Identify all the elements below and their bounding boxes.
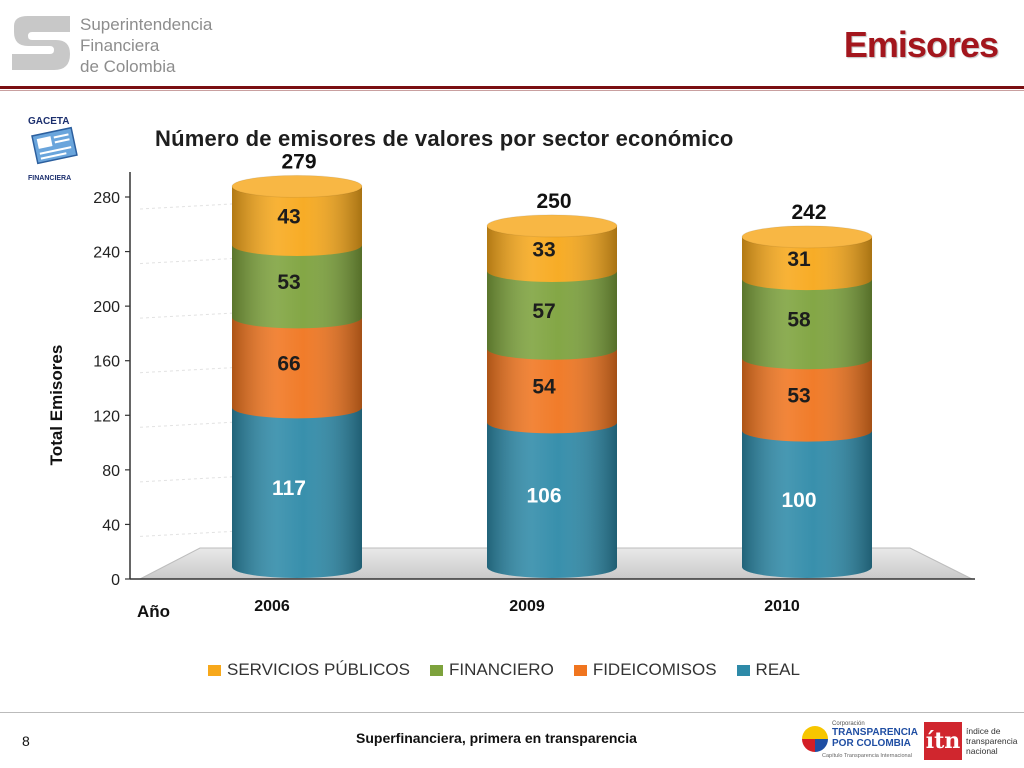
segment-value-label: 31: [787, 248, 811, 271]
legend-label: FINANCIERO: [448, 660, 554, 679]
segment-value-label: 100: [781, 489, 816, 512]
badge-line-2: FINANCIERA: [28, 175, 72, 182]
bar-segment-shading: [487, 348, 617, 434]
legend-label: FIDEICOMISOS: [592, 660, 717, 679]
bar-top-cap-highlight: [487, 214, 617, 237]
itn-text: índice de transparencia nacional: [966, 726, 1018, 756]
tpc-small-label: Corporación: [832, 721, 865, 727]
segment-value-label: 53: [787, 384, 810, 407]
badge-line-1: GACETA: [28, 116, 70, 127]
bar-top-cap: [741, 225, 873, 249]
legend-item: SERVICIOS PÚBLICOS: [208, 660, 410, 680]
segment-value-label: 117: [272, 477, 306, 500]
y-tick-label: 40: [102, 517, 120, 534]
total-value-label: 242: [791, 201, 826, 224]
total-value-label: 279: [281, 150, 316, 173]
superfinanciera-logo: [8, 12, 74, 74]
stacked-cylinder-chart: 0 40 80 120 160 200 240 280 Total Emisores Año 11…: [47, 150, 975, 621]
organization-name: Superintendencia Financiera de Colombia: [80, 14, 212, 77]
legend-item: FIDEICOMISOS: [573, 660, 717, 680]
bar-segment-shading: [487, 225, 617, 282]
itn-line-1: índice de: [966, 726, 1001, 736]
bar-segment-shading: [742, 430, 872, 578]
tpc-emblem-icon: [802, 726, 828, 752]
itn-logo: ítn índice de transparencia nacional: [924, 720, 1020, 762]
segment-value-label: 58: [787, 309, 811, 332]
bar-segment-shading: [232, 317, 362, 419]
segment-value-label: 57: [532, 300, 555, 323]
newspaper-icon: [31, 126, 78, 165]
total-value-label: 250: [536, 190, 571, 213]
itn-line-3: nacional: [966, 746, 998, 756]
legend-swatch: [573, 664, 587, 676]
segment-value-label: 53: [277, 271, 300, 294]
page-number: 8: [22, 733, 30, 749]
y-tick-label: 80: [102, 463, 120, 480]
bar-segment-shading: [487, 270, 617, 360]
org-line-1: Superintendencia: [80, 15, 213, 34]
slide-title: Emisores: [843, 24, 999, 65]
transparencia-por-colombia-logo: Corporación TRANSPARENCIA POR COLOMBIA C…: [800, 720, 918, 762]
bar-segment-shading: [232, 407, 362, 578]
category-label: 2010: [764, 598, 800, 615]
bar-segment-shading: [232, 186, 362, 257]
legend-swatch: [429, 664, 443, 676]
bar-top-cap-highlight: [232, 175, 362, 198]
y-tick-label: 0: [111, 572, 120, 589]
s-logo-icon: [8, 12, 74, 74]
legend-swatch: [208, 664, 221, 676]
segment-value-label: 43: [277, 206, 300, 229]
tpc-subtitle: Capítulo Transparencia Internacional: [822, 753, 912, 759]
legend-item: REAL: [736, 660, 800, 680]
category-label: 2009: [509, 598, 545, 615]
bar-top-cap: [231, 174, 363, 198]
gaceta-financiera-badge: GACETA FINANCIERA: [26, 116, 86, 182]
segment-value-label: 33: [532, 238, 555, 261]
segment-value-label: 66: [277, 352, 300, 375]
org-line-2: Financiera: [80, 36, 160, 55]
y-axis-title: Total Emisores: [47, 345, 66, 466]
y-tick-label: 200: [93, 299, 120, 316]
legend-label: REAL: [755, 660, 800, 679]
bar-segment-shading: [742, 358, 872, 442]
bar-segment-shading: [742, 236, 872, 291]
category-label: 2006: [254, 598, 290, 615]
footer-divider: [0, 712, 1024, 713]
header-divider-light: [0, 90, 1024, 91]
bar-segment-shading: [742, 279, 872, 370]
chart-legend: SERVICIOS PÚBLICOS FINANCIERO FIDEICOMISOS…: [208, 660, 800, 680]
legend-swatch: [736, 664, 750, 676]
y-tick-label: 160: [93, 354, 120, 371]
bar-top-cap: [486, 214, 618, 238]
footer-tagline: Superfinanciera, primera en transparenci…: [356, 730, 637, 746]
legend-label: SERVICIOS PÚBLICOS: [227, 660, 410, 679]
x-axis-title: Año: [137, 602, 170, 621]
itn-line-2: transparencia: [966, 736, 1018, 746]
chart-title: Número de emisores de valores por sector…: [155, 126, 734, 151]
segment-value-label: 54: [532, 376, 556, 399]
bar-segment-shading: [487, 422, 617, 578]
bar-segment-shading: [232, 245, 362, 329]
org-line-3: de Colombia: [80, 57, 176, 76]
y-tick-label: 240: [93, 245, 120, 262]
tpc-name: TRANSPARENCIA POR COLOMBIA: [832, 727, 918, 749]
segment-value-label: 106: [526, 485, 561, 508]
legend-item: FINANCIERO: [429, 660, 554, 680]
bar-top-cap-highlight: [742, 225, 872, 248]
y-tick-label: 120: [93, 408, 120, 425]
header-divider: [0, 86, 1024, 89]
y-tick-label: 280: [93, 190, 120, 207]
itn-mark: ítn: [924, 722, 962, 760]
